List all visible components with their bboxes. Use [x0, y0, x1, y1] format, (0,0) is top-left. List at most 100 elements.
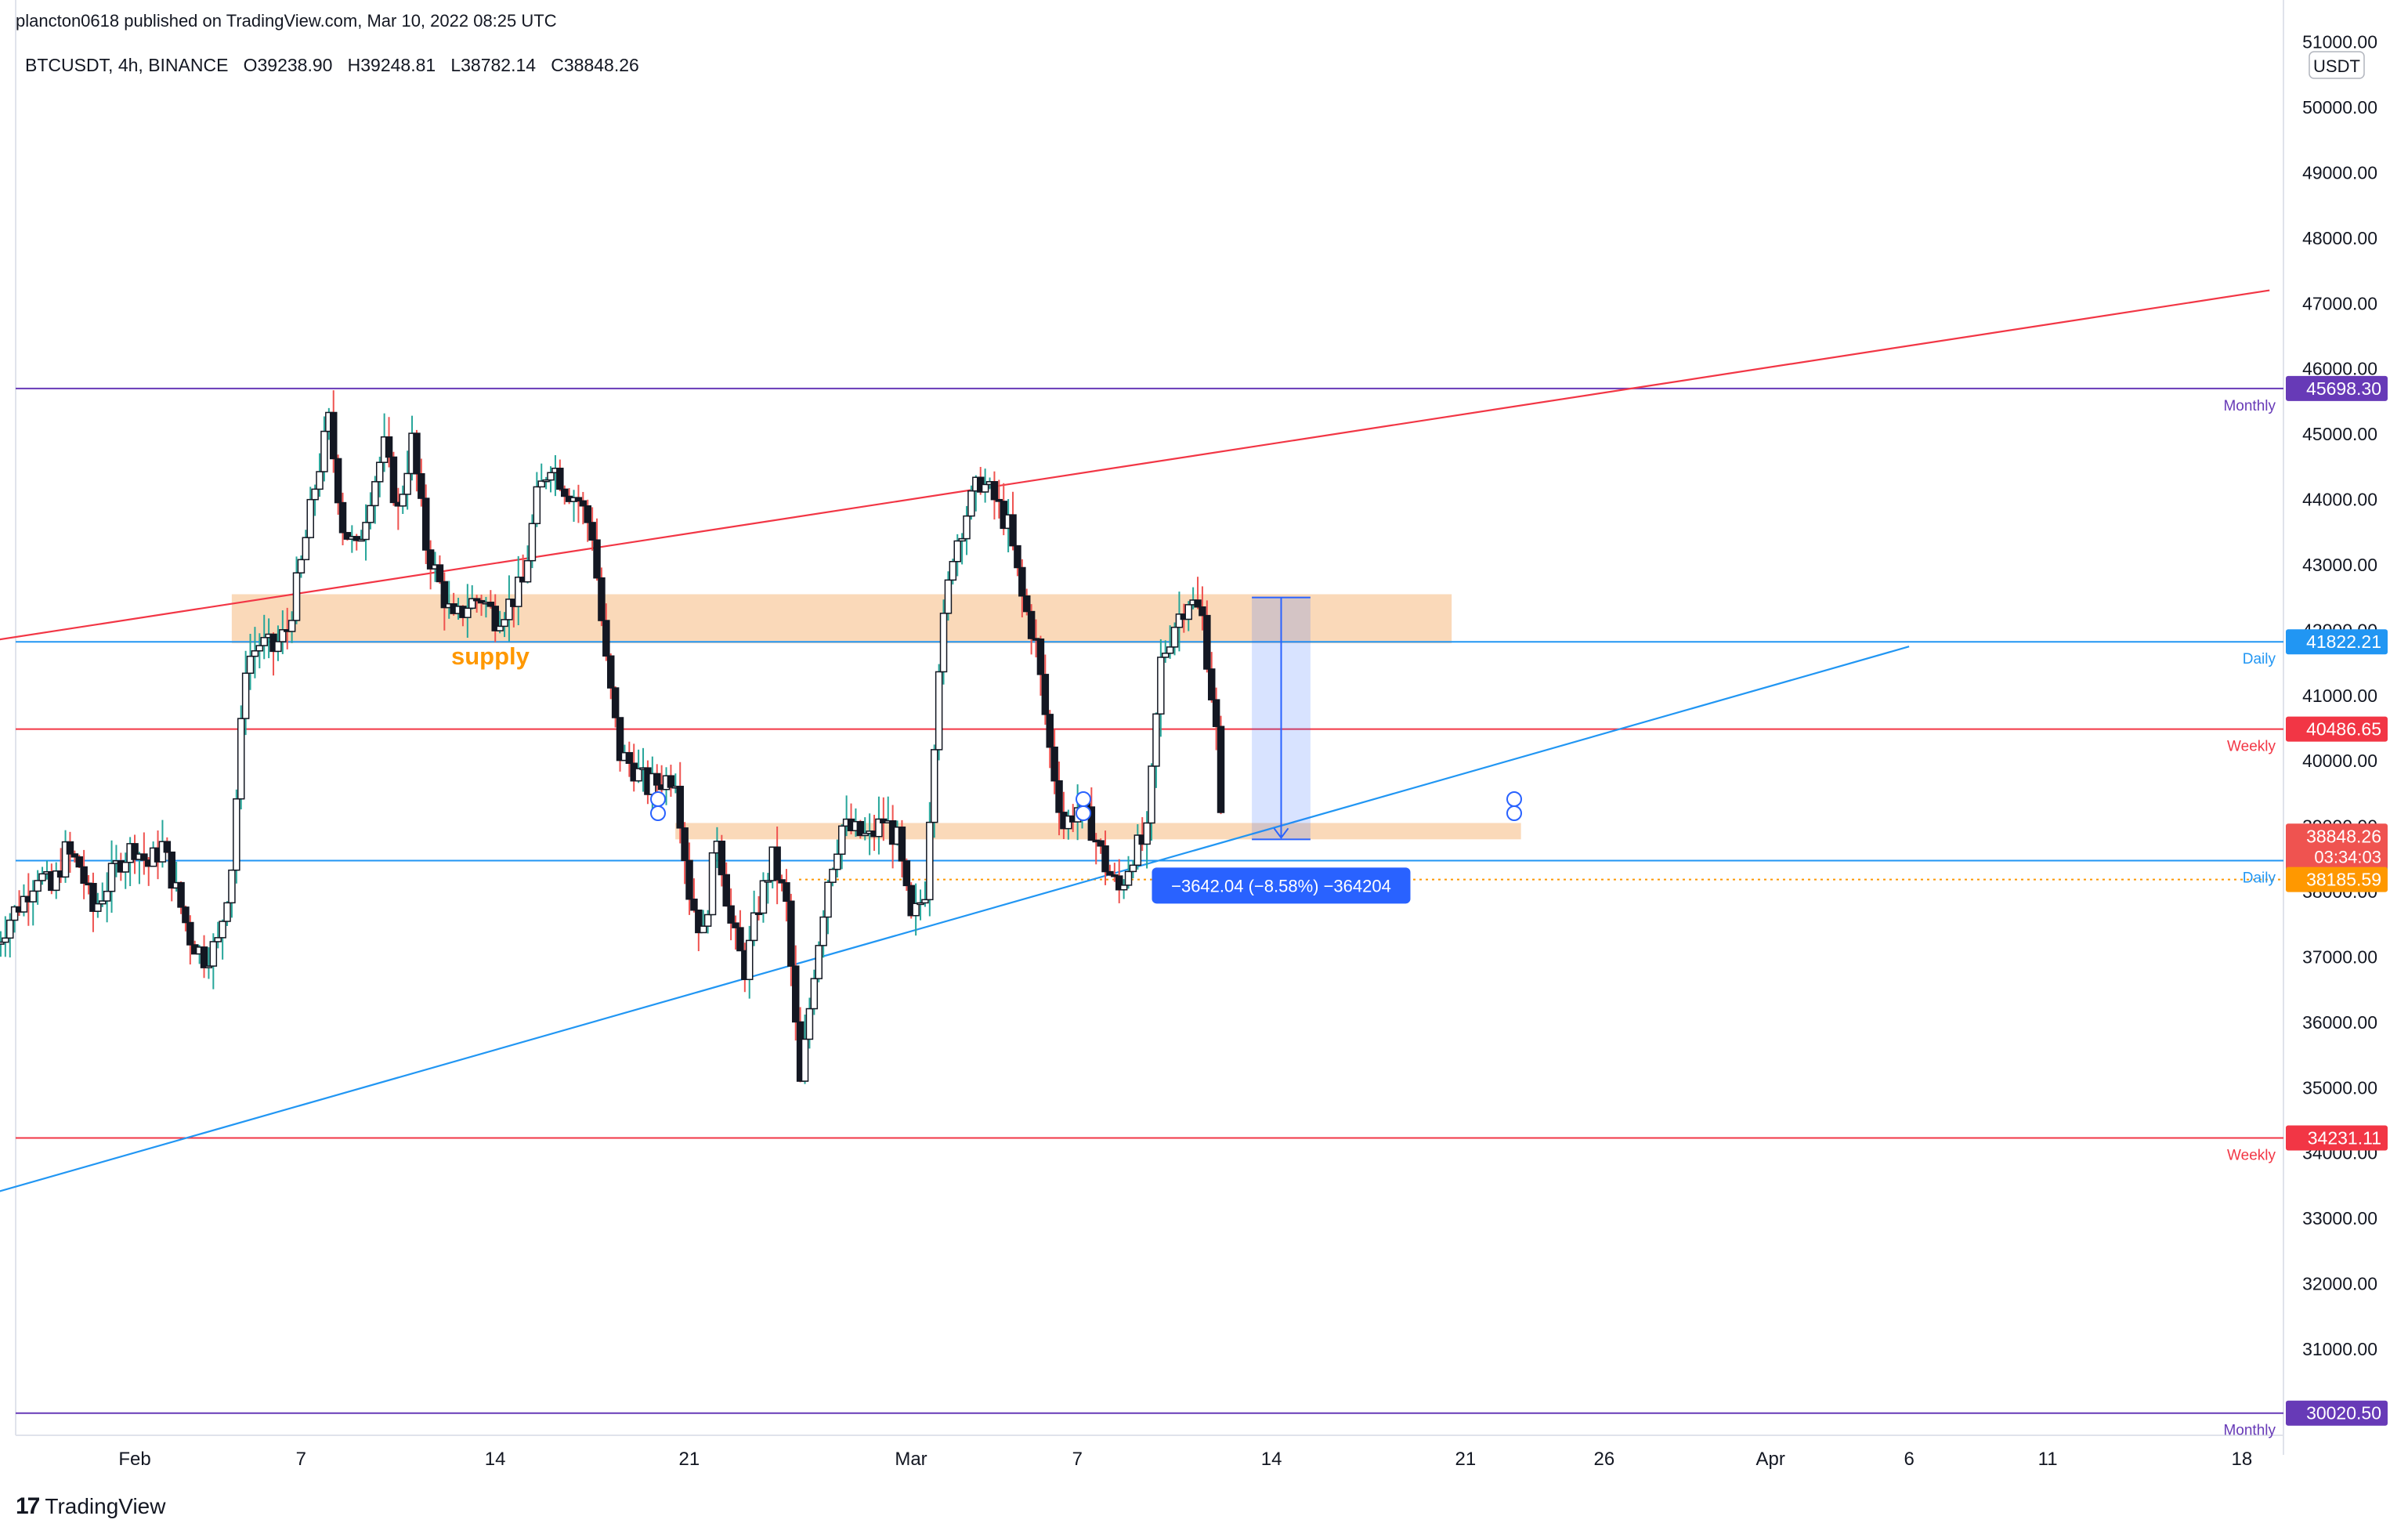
candle-body[interactable]: [505, 599, 513, 620]
candle-body[interactable]: [1036, 638, 1045, 675]
candle-body[interactable]: [2, 937, 9, 943]
candle-body[interactable]: [1148, 765, 1155, 824]
candle-body[interactable]: [501, 619, 508, 628]
currency-badge[interactable]: [2309, 51, 2365, 79]
candle-body[interactable]: [926, 821, 934, 901]
candle-body[interactable]: [287, 620, 296, 632]
candle-body[interactable]: [939, 613, 948, 673]
candle-body[interactable]: [219, 921, 226, 939]
candle-body[interactable]: [403, 472, 411, 495]
candle-body[interactable]: [1129, 864, 1137, 873]
candle-body[interactable]: [695, 909, 703, 934]
candle-body[interactable]: [912, 903, 920, 917]
candle-body[interactable]: [292, 572, 301, 621]
candle-body[interactable]: [681, 827, 689, 862]
candle-body[interactable]: [5, 919, 14, 939]
candle-body[interactable]: [560, 488, 569, 497]
candle-body[interactable]: [833, 853, 841, 870]
candle-body[interactable]: [783, 882, 790, 903]
candle-body[interactable]: [810, 978, 819, 1010]
candle-body[interactable]: [1217, 725, 1225, 813]
candle-body[interactable]: [274, 641, 282, 653]
candle-body[interactable]: [635, 768, 642, 782]
candle-body[interactable]: [907, 885, 915, 917]
candle-body[interactable]: [667, 775, 675, 788]
candle-body[interactable]: [418, 473, 425, 499]
candle-body[interactable]: [579, 500, 588, 507]
candle-body[interactable]: [1097, 840, 1105, 847]
candle-body[interactable]: [1212, 699, 1220, 728]
candle-body[interactable]: [1170, 626, 1179, 648]
candle-body[interactable]: [357, 538, 365, 542]
candle-body[interactable]: [182, 906, 190, 924]
candle-body[interactable]: [598, 577, 606, 621]
candle-body[interactable]: [514, 577, 522, 607]
candle-body[interactable]: [990, 481, 999, 501]
candle-body[interactable]: [533, 486, 541, 525]
candle-body[interactable]: [80, 866, 88, 885]
drag-handle[interactable]: [1506, 791, 1522, 807]
candle-body[interactable]: [902, 860, 911, 887]
candle-body[interactable]: [385, 436, 393, 458]
candle-body[interactable]: [574, 497, 583, 502]
candle-body[interactable]: [819, 916, 827, 946]
candle-body[interactable]: [829, 868, 837, 883]
candle-body[interactable]: [930, 749, 938, 823]
candle-body[interactable]: [981, 483, 989, 493]
candle-body[interactable]: [246, 655, 255, 675]
candle-body[interactable]: [168, 851, 175, 889]
candle-body[interactable]: [1106, 870, 1114, 876]
candle-body[interactable]: [963, 515, 971, 540]
candle-body[interactable]: [302, 537, 310, 561]
candle-body[interactable]: [10, 906, 19, 921]
candle-body[interactable]: [251, 650, 259, 657]
candle-body[interactable]: [547, 472, 555, 481]
candle-body[interactable]: [690, 898, 698, 911]
candle-body[interactable]: [223, 902, 231, 922]
candle-body[interactable]: [496, 625, 504, 631]
candle-body[interactable]: [440, 581, 449, 609]
candle-body[interactable]: [537, 480, 545, 488]
symbol-legend[interactable]: BTCUSDT, 4h, BINANCE O39238.90 H39248.81…: [25, 55, 639, 76]
candle-body[interactable]: [472, 598, 481, 602]
candle-body[interactable]: [421, 497, 430, 551]
candle-body[interactable]: [754, 912, 763, 915]
candle-body[interactable]: [875, 818, 883, 838]
candle-body[interactable]: [316, 471, 324, 490]
candle-body[interactable]: [759, 880, 768, 914]
candle-body[interactable]: [1194, 599, 1202, 608]
candle-body[interactable]: [791, 965, 800, 1023]
candle-body[interactable]: [1133, 834, 1142, 866]
candle-body[interactable]: [815, 945, 823, 979]
candle-body[interactable]: [464, 607, 472, 618]
candle-body[interactable]: [468, 598, 476, 610]
candle-body[interactable]: [279, 629, 287, 642]
candle-body[interactable]: [1152, 713, 1160, 767]
candle-body[interactable]: [606, 655, 615, 689]
candle-body[interactable]: [297, 559, 306, 573]
candle-body[interactable]: [1101, 845, 1109, 873]
candle-body[interactable]: [523, 559, 532, 583]
candle-body[interactable]: [1009, 514, 1017, 547]
candle-body[interactable]: [653, 772, 661, 786]
candle-body[interactable]: [204, 965, 213, 968]
candle-body[interactable]: [708, 852, 717, 916]
candle-body[interactable]: [745, 939, 754, 980]
candle-body[interactable]: [1115, 875, 1123, 891]
candle-body[interactable]: [837, 825, 846, 856]
candle-body[interactable]: [131, 843, 139, 860]
candle-body[interactable]: [103, 890, 111, 902]
candle-body[interactable]: [542, 479, 550, 483]
candle-body[interactable]: [1184, 604, 1192, 620]
candle-body[interactable]: [186, 921, 194, 946]
candle-body[interactable]: [1041, 674, 1050, 715]
candle-body[interactable]: [824, 881, 832, 918]
candle-body[interactable]: [426, 549, 435, 570]
candle-body[interactable]: [1175, 613, 1184, 628]
candle-body[interactable]: [773, 846, 781, 881]
candle-body[interactable]: [338, 501, 347, 534]
candle-body[interactable]: [778, 879, 786, 884]
candle-body[interactable]: [602, 620, 610, 657]
measure-label-box[interactable]: [1152, 867, 1411, 904]
candle-body[interactable]: [1157, 657, 1165, 715]
